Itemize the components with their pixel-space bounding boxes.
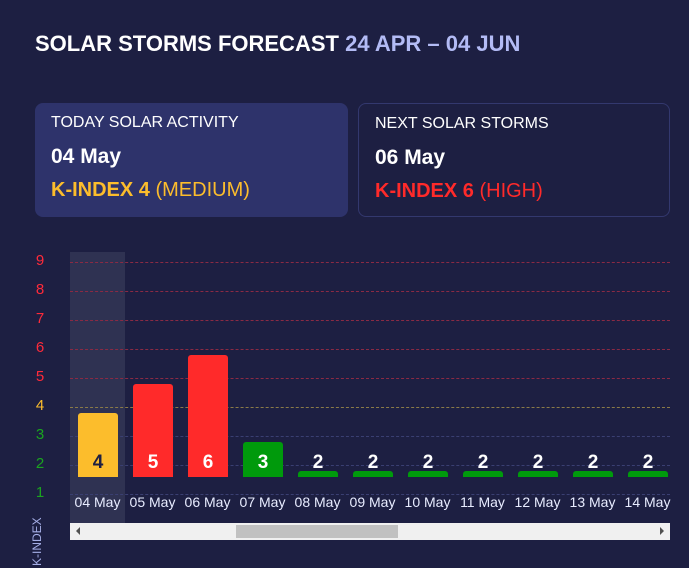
k-index-value: K-INDEX 4 bbox=[51, 179, 150, 201]
bar-value-label: 6 bbox=[202, 452, 214, 473]
bar-05-may[interactable]: 5 bbox=[133, 384, 173, 477]
bar-value-label: 2 bbox=[367, 452, 379, 473]
x-tick-label: 04 May bbox=[74, 494, 121, 510]
date-range: 24 APR – 04 JUN bbox=[345, 31, 521, 56]
bar-06-may[interactable]: 6 bbox=[188, 355, 228, 477]
y-tick-label: 8 bbox=[35, 281, 45, 298]
title-text: SOLAR STORMS FORECAST bbox=[35, 31, 339, 56]
gridline bbox=[70, 465, 670, 466]
bar-13-may[interactable]: 2 bbox=[573, 452, 613, 477]
bar-value-label: 2 bbox=[312, 452, 324, 473]
bar-value-label: 2 bbox=[532, 452, 544, 473]
bar-07-may[interactable]: 3 bbox=[243, 442, 283, 477]
gridline bbox=[70, 378, 670, 379]
scroll-thumb[interactable] bbox=[236, 525, 398, 538]
x-tick-label: 05 May bbox=[129, 494, 176, 510]
x-tick-label: 07 May bbox=[239, 494, 286, 510]
bar-value-label: 4 bbox=[92, 452, 104, 473]
gridline bbox=[70, 291, 670, 292]
bar-09-may[interactable]: 2 bbox=[353, 452, 393, 477]
gridline bbox=[70, 436, 670, 437]
bar-value-label: 5 bbox=[147, 452, 159, 473]
y-tick-label: 9 bbox=[35, 252, 45, 269]
k-index-line: K-INDEX 4 (MEDIUM) bbox=[51, 179, 332, 202]
bar-12-may[interactable]: 2 bbox=[518, 452, 558, 477]
bar-value-label: 2 bbox=[587, 452, 599, 473]
y-axis-title: K-INDEX bbox=[30, 517, 44, 566]
bar-14-may[interactable]: 2 bbox=[628, 452, 668, 477]
gridline bbox=[70, 494, 670, 495]
gridline bbox=[70, 320, 670, 321]
y-tick-label: 5 bbox=[35, 368, 45, 385]
x-tick-label: 08 May bbox=[294, 494, 341, 510]
bar-value-label: 2 bbox=[642, 452, 654, 473]
chart-scrollbar[interactable] bbox=[70, 523, 670, 540]
gridline bbox=[70, 407, 670, 408]
y-tick-label: 7 bbox=[35, 310, 45, 327]
card-date: 04 May bbox=[51, 145, 122, 168]
today-highlight-column bbox=[70, 252, 125, 525]
bar-08-may[interactable]: 2 bbox=[298, 452, 338, 477]
x-tick-label: 13 May bbox=[569, 494, 616, 510]
next-storms-card: NEXT SOLAR STORMS 06 May K-INDEX 6 (HIGH… bbox=[358, 103, 670, 217]
x-tick-label: 10 May bbox=[404, 494, 451, 510]
k-index-value: K-INDEX 6 bbox=[375, 180, 474, 202]
card-date: 06 May bbox=[375, 146, 446, 169]
page-title: SOLAR STORMS FORECAST 24 APR – 04 JUN bbox=[35, 31, 520, 57]
card-label: NEXT SOLAR STORMS bbox=[375, 115, 549, 132]
today-activity-card: TODAY SOLAR ACTIVITY 04 May K-INDEX 4 (M… bbox=[35, 103, 348, 217]
x-tick-label: 09 May bbox=[349, 494, 396, 510]
x-tick-label: 12 May bbox=[514, 494, 561, 510]
bar-04-may[interactable]: 4 bbox=[78, 413, 118, 477]
bar-value-label: 2 bbox=[422, 452, 434, 473]
y-tick-label: 4 bbox=[35, 397, 45, 414]
bar-value-label: 2 bbox=[477, 452, 489, 473]
gridline bbox=[70, 349, 670, 350]
k-index-bar-chart: K-INDEX 9 8 7 6 5 4 3 2 1 4 04 May 5 05 May 6 06 May 3 0… bbox=[0, 240, 689, 568]
bar-value-label: 3 bbox=[257, 452, 269, 473]
x-tick-label: 14 May bbox=[624, 494, 671, 510]
k-index-line: K-INDEX 6 (HIGH) bbox=[375, 180, 653, 203]
k-index-level: (HIGH) bbox=[479, 180, 543, 202]
y-tick-label: 1 bbox=[35, 484, 45, 501]
x-tick-label: 06 May bbox=[184, 494, 231, 510]
y-tick-label: 6 bbox=[35, 339, 45, 356]
k-index-level: (MEDIUM) bbox=[155, 179, 250, 201]
x-tick-label: 11 May bbox=[460, 494, 505, 510]
bar-11-may[interactable]: 2 bbox=[463, 452, 503, 477]
y-tick-label: 2 bbox=[35, 455, 45, 472]
y-tick-label: 3 bbox=[35, 426, 45, 443]
scroll-left-icon[interactable] bbox=[76, 527, 80, 535]
scroll-right-icon[interactable] bbox=[660, 527, 664, 535]
card-label: TODAY SOLAR ACTIVITY bbox=[51, 114, 239, 131]
bar-10-may[interactable]: 2 bbox=[408, 452, 448, 477]
gridline bbox=[70, 262, 670, 263]
